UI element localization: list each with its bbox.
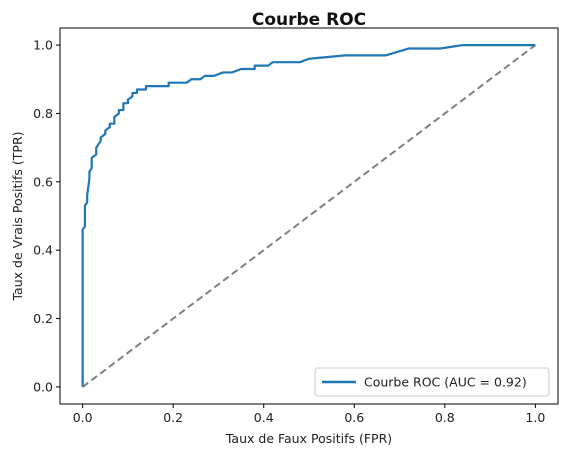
y-tick-label: 0.6	[33, 174, 53, 189]
x-tick-label: 0.4	[254, 410, 274, 425]
series-layer	[81, 43, 536, 388]
x-axis: 0.0 0.2 0.4 0.6 0.8 1.0	[73, 404, 545, 425]
legend-box	[314, 367, 550, 397]
y-tick-label: 1.0	[33, 38, 53, 53]
y-tick-label: 0.0	[33, 379, 53, 394]
legend-label: Courbe ROC (AUC = 0.92)	[364, 375, 527, 390]
y-axis: 0.0 0.2 0.4 0.6 0.8 1.0	[33, 38, 60, 394]
legend: Courbe ROC (AUC = 0.92)	[314, 367, 550, 397]
y-axis-label: Taux de Vrais Positifs (TPR)	[10, 131, 25, 301]
y-tick-label: 0.4	[33, 243, 53, 258]
roc-curve-line	[81, 43, 536, 387]
plot-frame	[59, 27, 559, 405]
x-tick-label: 0.6	[344, 410, 364, 425]
y-tick-label: 0.8	[33, 106, 53, 121]
x-tick-label: 0.2	[163, 410, 183, 425]
x-axis-label: Taux de Faux Positifs (FPR)	[225, 431, 392, 446]
y-tick-label: 0.2	[33, 311, 53, 326]
chance-diagonal-line	[82, 44, 536, 388]
x-tick-label: 1.0	[525, 410, 545, 425]
x-tick-label: 0.8	[435, 410, 455, 425]
x-tick-label: 0.0	[73, 410, 93, 425]
chart-title: Courbe ROC	[252, 10, 366, 30]
